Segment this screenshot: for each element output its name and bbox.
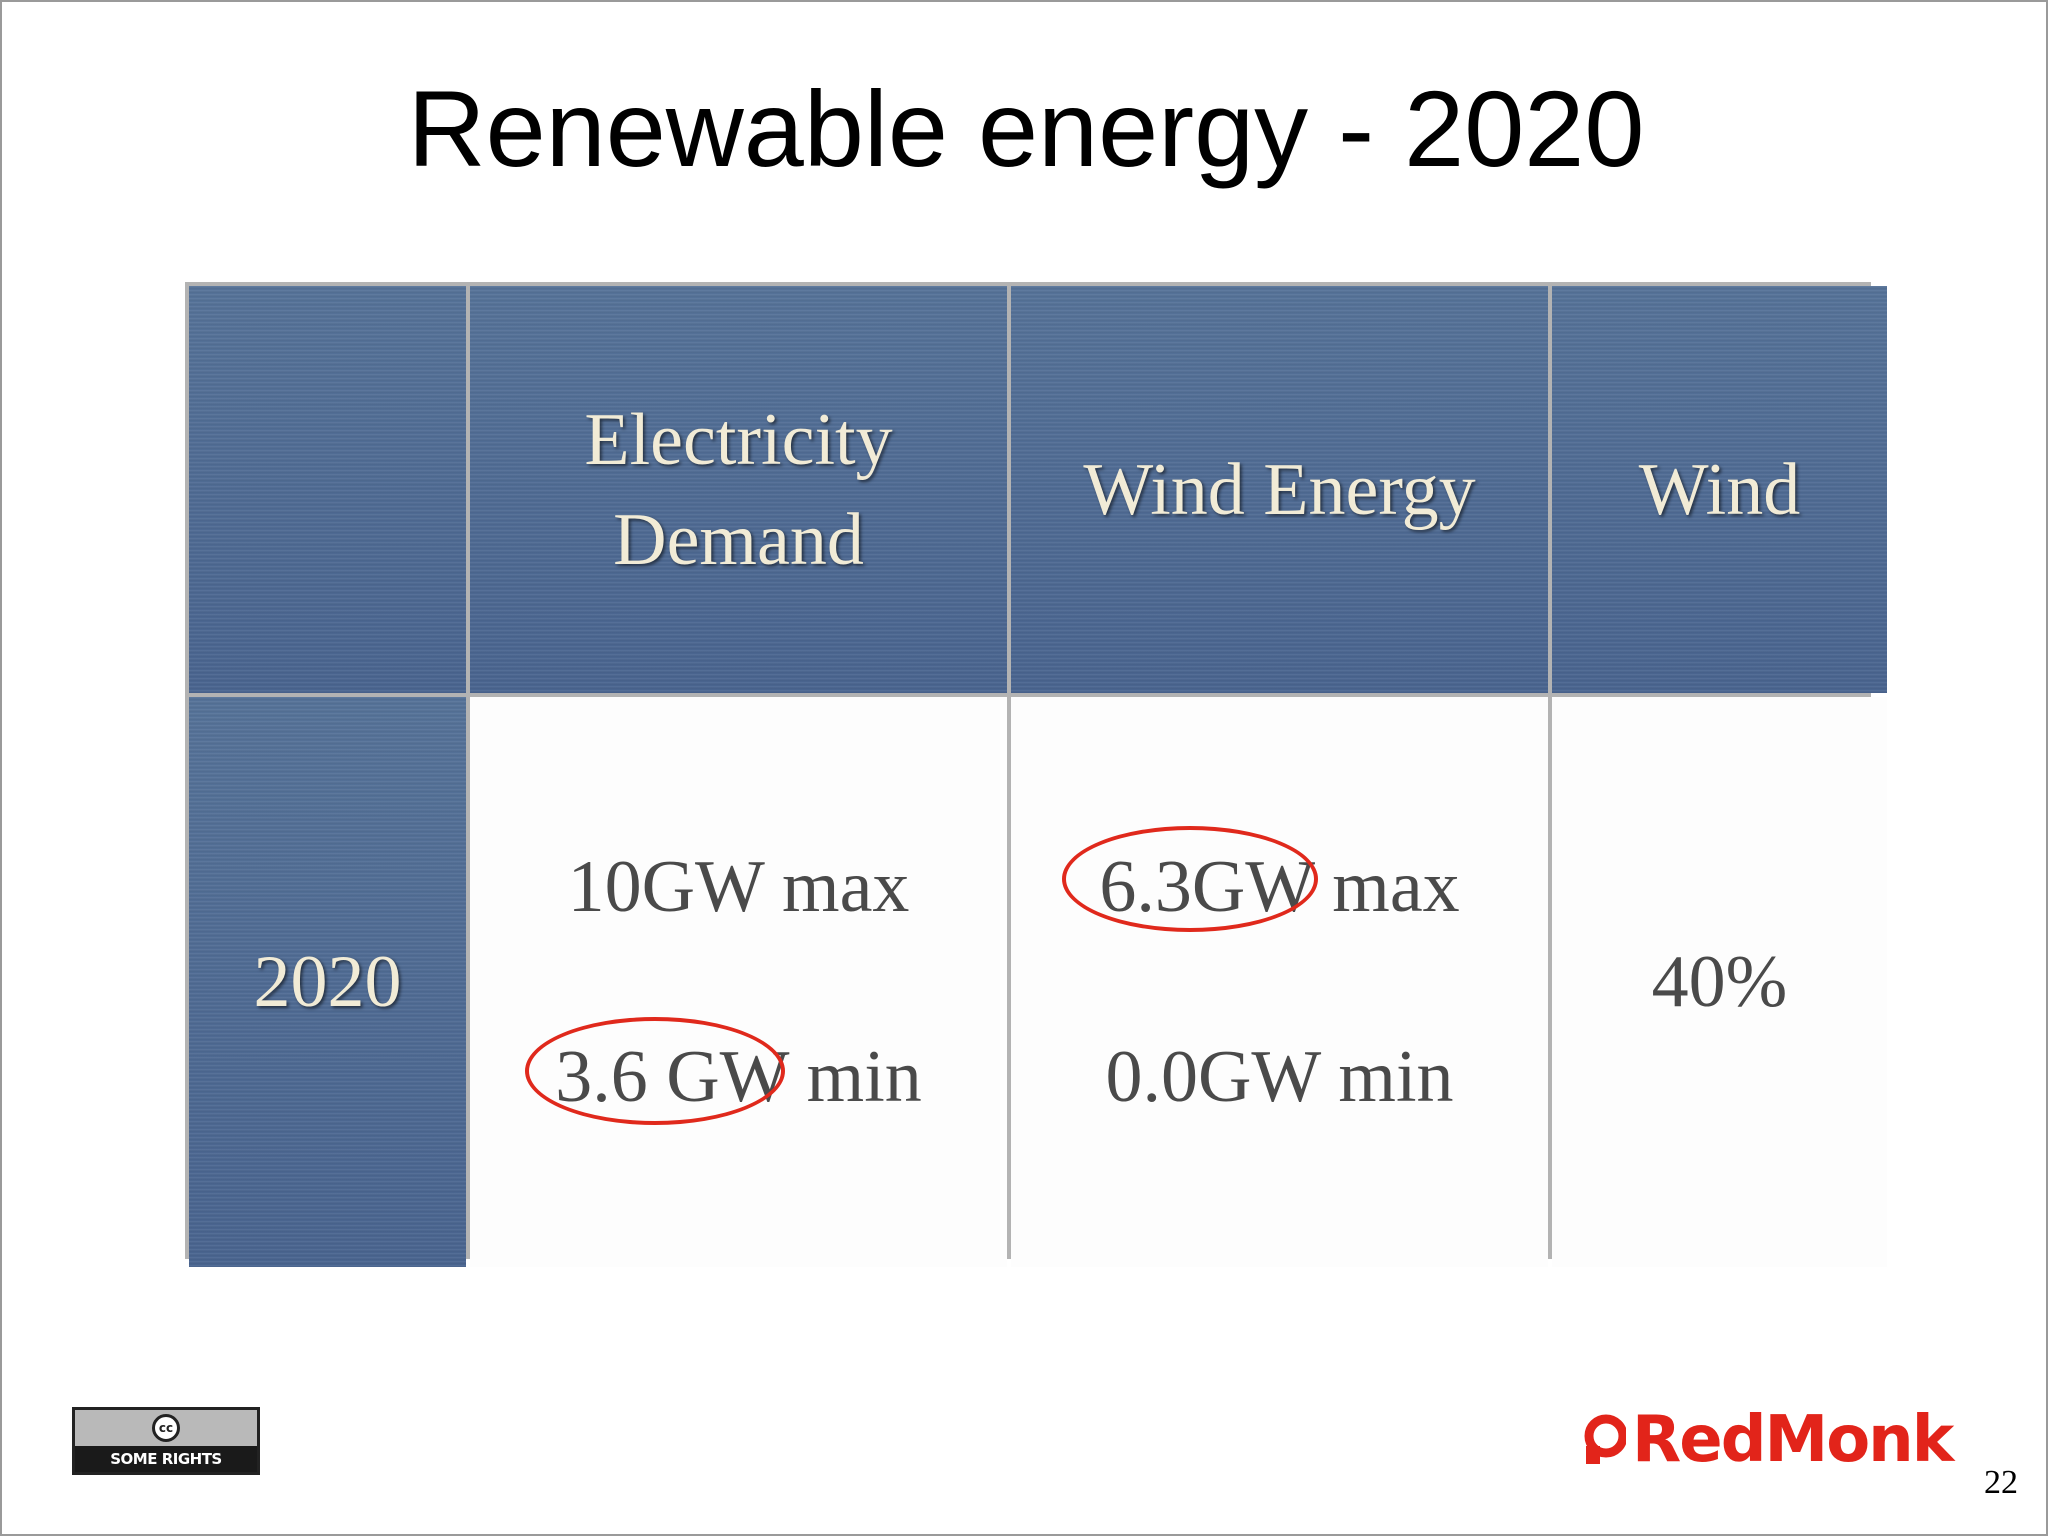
- highlight-ellipse-wind-max: [1062, 826, 1318, 932]
- header-corner-cell: [189, 286, 466, 693]
- header-wind: Wind: [1552, 286, 1887, 693]
- highlight-ellipse-demand-min: [525, 1017, 785, 1125]
- electricity-demand-max: 10GW max: [567, 846, 910, 928]
- slide-title: Renewable energy - 2020: [407, 68, 1645, 189]
- wind-energy-min: 0.0GW min: [1105, 1036, 1454, 1118]
- cc-badge-label: SOME RIGHTS RESERVED: [75, 1446, 257, 1494]
- cc-badge-top: cc: [75, 1410, 257, 1446]
- creative-commons-badge[interactable]: cc SOME RIGHTS RESERVED: [72, 1407, 260, 1494]
- redmonk-logo: RedMonk: [1582, 1400, 1954, 1480]
- redmonk-logo-text: RedMonk: [1632, 1403, 1954, 1477]
- cell-electricity-demand: 10GW max 3.6 GW min: [470, 697, 1007, 1267]
- creative-commons-icon: cc: [152, 1414, 180, 1442]
- wind-percent-value: 40%: [1651, 941, 1788, 1023]
- header-electricity-demand: Electricity Demand: [470, 286, 1007, 693]
- row-label-2020: 2020: [189, 697, 466, 1267]
- header-electricity-demand-line2: Demand: [613, 498, 864, 581]
- renewable-energy-table: Electricity Demand Wind Energy Wind 2020…: [185, 282, 1887, 1267]
- redmonk-mark-icon: [1584, 1414, 1626, 1464]
- header-electricity-demand-line1: Electricity: [584, 398, 893, 481]
- cell-wind-percent: 40%: [1552, 697, 1887, 1267]
- page-number: 22: [1984, 1464, 2018, 1501]
- header-wind-energy: Wind Energy: [1011, 286, 1548, 693]
- cell-wind-energy: 6.3GW max 0.0GW min: [1011, 697, 1548, 1267]
